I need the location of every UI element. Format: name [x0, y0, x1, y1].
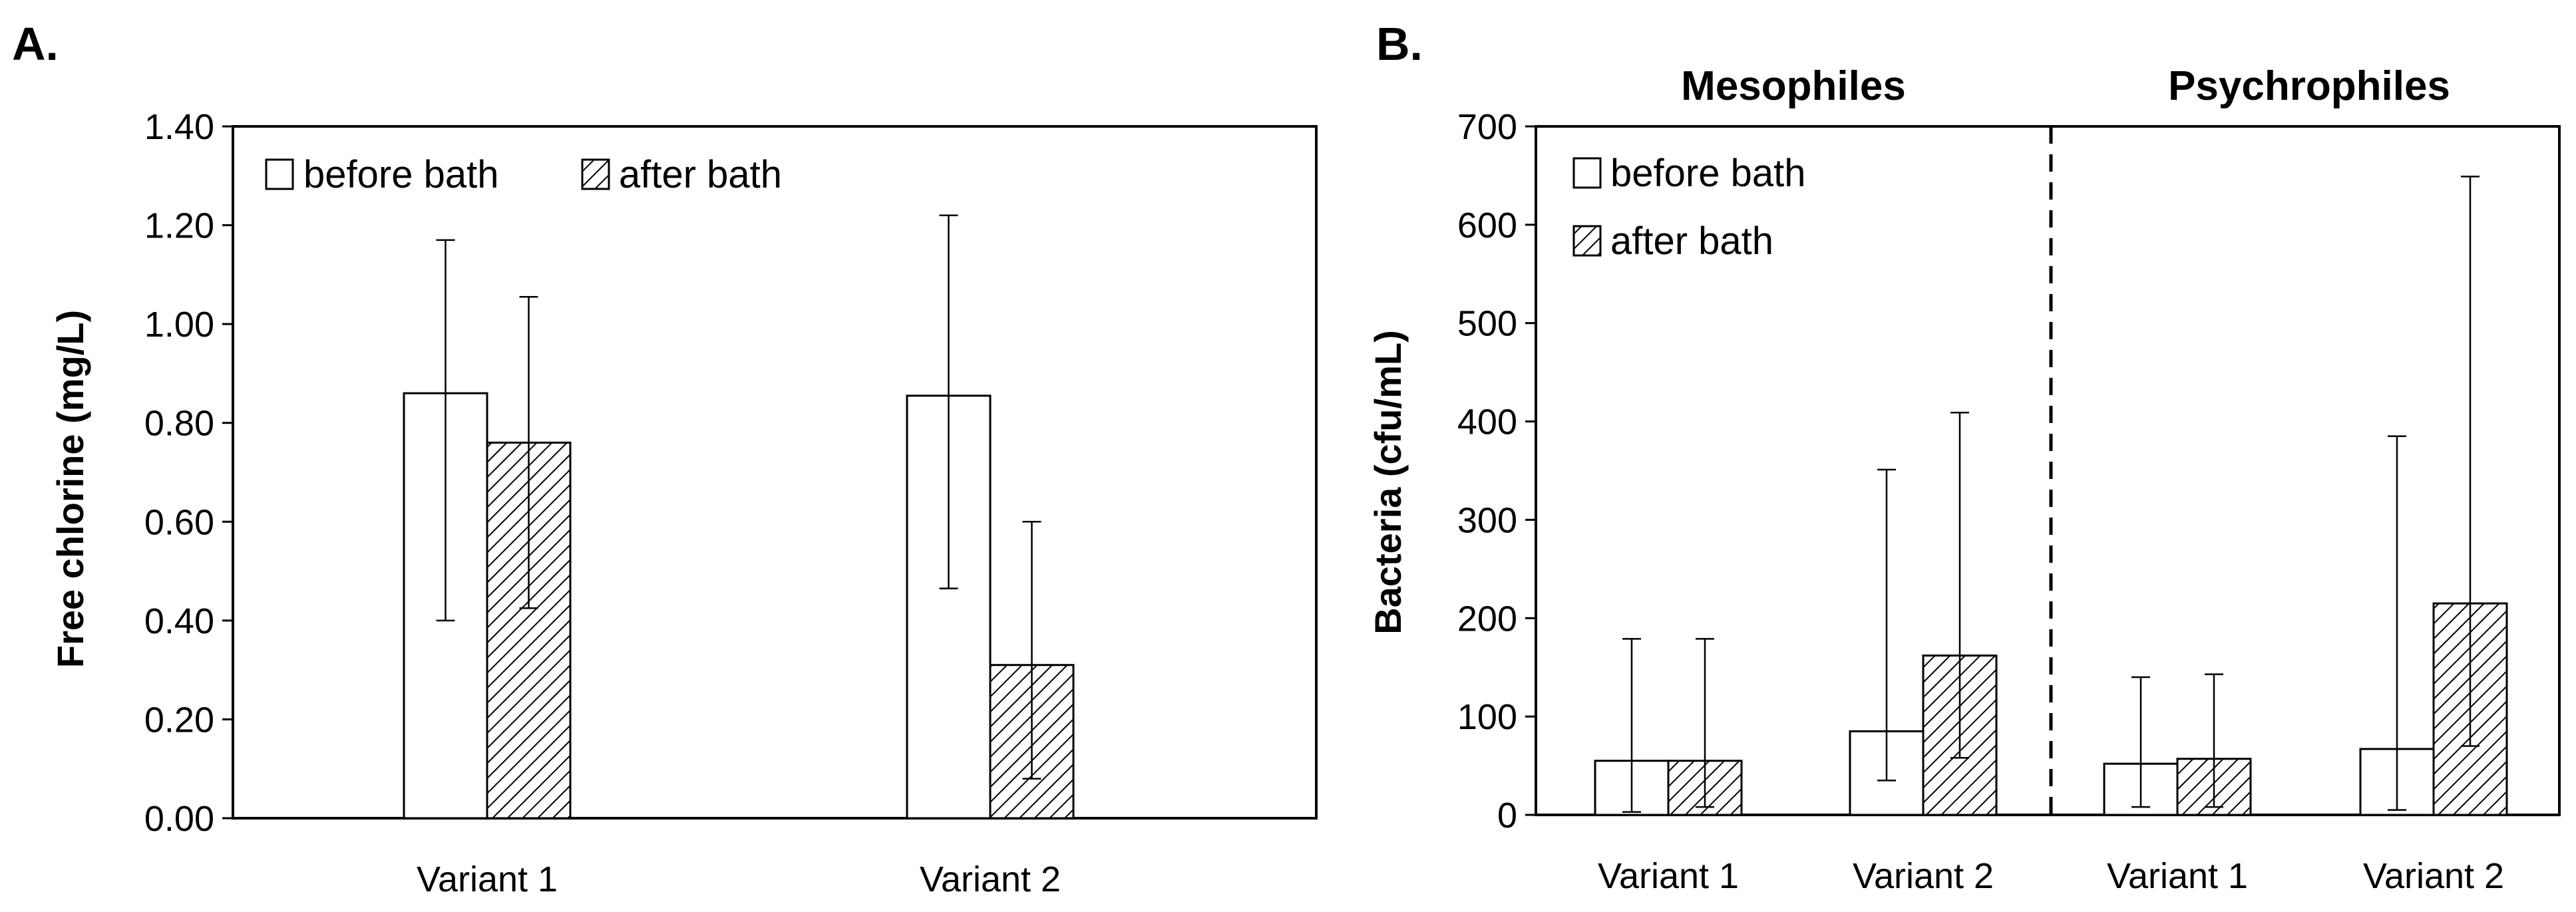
panel-b-legend-before-label: before bath [1610, 152, 1805, 195]
group-title-psychrophiles: Psychrophiles [2168, 63, 2450, 109]
panel-b-legend-swatch-after [1572, 225, 1602, 257]
y-tick-label: 0.80 [144, 404, 214, 444]
panel-a-plot-area [232, 125, 1318, 820]
panel-a-legend-swatch-after [581, 158, 610, 190]
x-category-label: Variant 1 [2107, 856, 2248, 896]
y-tick-label: 0.00 [144, 799, 214, 839]
y-tick-label: 500 [1457, 304, 1517, 344]
x-category-label: Variant 2 [1853, 856, 1994, 896]
x-category-label: Variant 2 [920, 859, 1061, 899]
panel-b-y-axis-label: Bacteria (cfu/mL) [1367, 330, 1409, 634]
panel-a-bars [403, 214, 1075, 820]
y-tick-label: 600 [1457, 206, 1517, 245]
panel-a-legend-swatch-before [265, 158, 294, 190]
y-tick-label: 0.60 [144, 502, 214, 542]
x-category-label: Variant 1 [417, 859, 558, 899]
panel-b-x-labels: Variant 1 Variant 2 Variant 1 Variant 2 [1598, 856, 2504, 896]
panel-b-legend-after-label: after bath [1610, 220, 1773, 263]
panel-a-x-labels: Variant 1 Variant 2 [417, 859, 1061, 899]
panel-b: B. Bacteria (cfu/mL) Mesophiles Psychrop… [1367, 18, 2561, 896]
y-tick-label: 0.40 [144, 601, 214, 641]
panel-b-legend: before bath after bath [1572, 152, 1805, 263]
panel-a-legend-before-label: before bath [303, 153, 498, 196]
y-tick-label: 1.20 [144, 206, 214, 246]
y-tick-label: 400 [1457, 402, 1517, 442]
y-tick-label: 0 [1497, 796, 1517, 836]
y-tick-label: 1.00 [144, 305, 214, 345]
panel-b-label: B. [1376, 18, 1423, 70]
y-tick-label: 100 [1457, 697, 1517, 737]
panel-a-legend-after-label: after bath [619, 153, 782, 196]
group-title-mesophiles: Mesophiles [1681, 63, 1906, 109]
panel-b-plot-area [1535, 125, 2561, 816]
panel-b-bars [1594, 176, 2508, 816]
y-tick-label: 0.20 [144, 700, 214, 740]
panel-a-y-ticks: 0.00 0.20 0.40 0.60 0.80 1.00 1.20 1.40 [144, 107, 233, 839]
y-tick-label: 200 [1457, 599, 1517, 639]
panel-b-legend-swatch-before [1572, 157, 1602, 189]
panel-a-y-axis-label: Free chlorine (mg/L) [49, 310, 91, 668]
y-tick-label: 300 [1457, 500, 1517, 540]
y-tick-label: 700 [1457, 107, 1517, 147]
panel-a: A. Free chlorine (mg/L) 0.00 0.20 0.40 0.60… [12, 18, 1318, 899]
panel-a-legend: before bath after bath [265, 153, 782, 196]
x-category-label: Variant 2 [2363, 856, 2504, 896]
panel-b-y-ticks: 0 100 200 300 400 500 600 700 [1457, 107, 1536, 836]
x-category-label: Variant 1 [1598, 856, 1739, 896]
panel-a-label: A. [12, 18, 59, 70]
y-tick-label: 1.40 [144, 107, 214, 147]
